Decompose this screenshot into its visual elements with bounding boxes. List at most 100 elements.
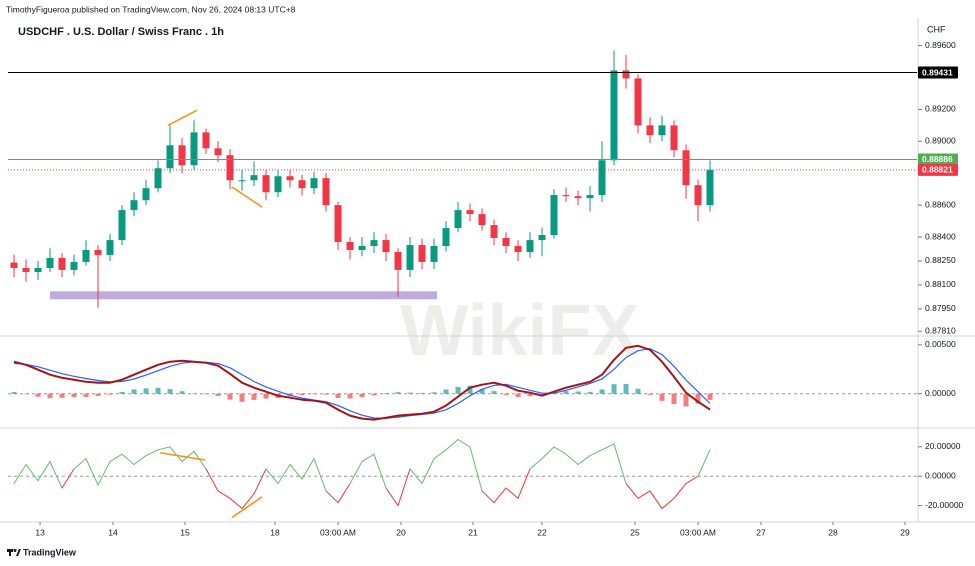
y-tick-label: 0.89200 bbox=[925, 104, 956, 114]
histogram-bar bbox=[191, 393, 197, 395]
line-segment bbox=[289, 464, 303, 480]
line-segment bbox=[493, 487, 507, 504]
y-tick-label: 0.89000 bbox=[925, 136, 956, 146]
histogram-bar bbox=[71, 393, 77, 398]
y-tick-label: -20.00000 bbox=[925, 500, 964, 510]
histogram-bar bbox=[407, 392, 413, 394]
candle-body bbox=[430, 245, 438, 262]
line-segment bbox=[121, 453, 135, 466]
candle-body bbox=[466, 210, 474, 215]
line-segment bbox=[469, 446, 483, 492]
line-segment bbox=[301, 458, 315, 480]
histogram-bar bbox=[347, 393, 353, 399]
line-segment bbox=[349, 461, 363, 485]
line-segment bbox=[337, 483, 351, 504]
histogram-bar bbox=[443, 389, 449, 394]
price-tag-label: 0.88821 bbox=[922, 165, 953, 175]
line-segment bbox=[277, 464, 291, 485]
y-tick-label: 0.87950 bbox=[925, 303, 956, 313]
candle-body bbox=[394, 252, 402, 270]
line-segment bbox=[577, 455, 591, 466]
histogram-bar bbox=[179, 391, 185, 394]
candle-body bbox=[226, 155, 234, 181]
candle-body bbox=[550, 195, 558, 235]
line-segment bbox=[37, 461, 51, 482]
x-tick-label: 18 bbox=[270, 527, 280, 537]
series-line bbox=[13, 348, 711, 419]
candle-body bbox=[322, 178, 330, 206]
chart-title: USDCHF . U.S. Dollar / Swiss Franc . 1h bbox=[18, 26, 224, 38]
candle-body bbox=[622, 70, 630, 79]
histogram-bar bbox=[11, 392, 17, 394]
candle-body bbox=[46, 257, 54, 269]
line-segment bbox=[541, 446, 555, 460]
line-segment bbox=[481, 490, 495, 504]
candle-body bbox=[298, 180, 306, 189]
histogram-bar bbox=[563, 391, 569, 394]
x-tick-label: 22 bbox=[537, 527, 547, 537]
candle-body bbox=[130, 200, 138, 211]
line-segment bbox=[457, 439, 471, 448]
line-segment bbox=[589, 449, 603, 457]
histogram-bar bbox=[47, 393, 53, 399]
candle-body bbox=[658, 125, 666, 136]
price-tag-label: 0.88886 bbox=[922, 154, 953, 164]
histogram-bar bbox=[239, 393, 245, 402]
y-tick-label: 0.87810 bbox=[925, 325, 956, 335]
x-tick-label: 13 bbox=[35, 527, 45, 537]
line-segment bbox=[25, 464, 39, 482]
line-segment bbox=[517, 468, 531, 499]
histogram-bar bbox=[431, 392, 437, 394]
histogram-bar bbox=[635, 388, 641, 394]
x-tick-label: 14 bbox=[108, 527, 118, 537]
candle-body bbox=[598, 160, 606, 196]
line-segment bbox=[385, 487, 399, 507]
histogram-bar bbox=[611, 384, 617, 394]
line-segment bbox=[421, 458, 435, 485]
histogram-bar bbox=[311, 393, 317, 395]
candle-body bbox=[478, 214, 486, 226]
candle-body bbox=[370, 240, 378, 246]
line-segment bbox=[181, 450, 195, 463]
y-tick-label: 0.88600 bbox=[925, 199, 956, 209]
histogram-bar bbox=[659, 393, 665, 401]
candle-body bbox=[670, 125, 678, 151]
line-segment bbox=[193, 450, 207, 470]
histogram-bar bbox=[35, 393, 41, 397]
histogram-bar bbox=[299, 393, 305, 396]
y-tick-label: 0.88100 bbox=[925, 279, 956, 289]
line-segment bbox=[601, 443, 615, 451]
candle-body bbox=[442, 228, 450, 246]
histogram-bar bbox=[575, 391, 581, 394]
line-segment bbox=[505, 487, 519, 499]
line-segment bbox=[625, 483, 639, 499]
line-segment bbox=[229, 497, 243, 510]
line-segment bbox=[565, 453, 579, 466]
histogram-bar bbox=[167, 389, 173, 394]
histogram-bar bbox=[695, 393, 701, 404]
line-segment bbox=[169, 446, 183, 463]
candle-body bbox=[190, 132, 198, 166]
candle-body bbox=[334, 205, 342, 242]
line-segment bbox=[637, 490, 651, 499]
brand-logo bbox=[7, 549, 21, 556]
x-tick-label: 03:00 AM bbox=[680, 527, 716, 537]
line-segment bbox=[685, 475, 699, 485]
line-segment bbox=[397, 468, 411, 507]
histogram-bar bbox=[647, 393, 653, 395]
line-segment bbox=[433, 449, 447, 460]
candle-body bbox=[154, 168, 162, 189]
candle-body bbox=[202, 132, 210, 149]
candle-body bbox=[682, 150, 690, 186]
line-segment bbox=[97, 461, 111, 486]
line-segment bbox=[373, 453, 387, 489]
histogram-bar bbox=[515, 393, 521, 398]
candle-body bbox=[10, 262, 18, 269]
line-segment bbox=[13, 464, 27, 485]
y-tick-label: 20.00000 bbox=[925, 441, 961, 451]
trend-line bbox=[231, 496, 263, 519]
histogram-bar bbox=[323, 393, 329, 395]
histogram-bar bbox=[707, 393, 713, 400]
candle-body bbox=[310, 178, 318, 189]
